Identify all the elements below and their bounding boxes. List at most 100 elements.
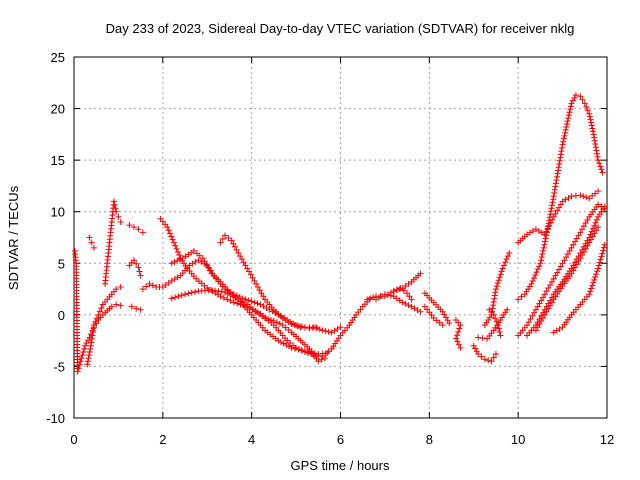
data-point-interp: [491, 292, 498, 299]
data-point: [182, 291, 189, 298]
data-point-interp: [168, 233, 175, 240]
data-point: [586, 239, 593, 246]
x-tick-label: 2: [159, 432, 166, 447]
data-point-interp: [598, 253, 605, 260]
data-point: [319, 327, 326, 334]
data-point-interp: [490, 302, 497, 309]
data-point-interp: [309, 324, 316, 331]
data-point-interp: [78, 355, 85, 362]
data-point: [524, 322, 531, 329]
data-point-interp: [538, 257, 545, 264]
data-point-interp: [553, 177, 560, 184]
data-point-interp: [594, 150, 601, 157]
data-point: [568, 270, 575, 277]
data-points: [71, 92, 608, 375]
data-point: [248, 298, 255, 305]
data-point-interp: [580, 223, 587, 230]
plot-frame: [73, 56, 608, 419]
data-point-interp: [454, 338, 461, 345]
data-point: [137, 306, 144, 313]
data-point-interp: [89, 332, 96, 339]
data-point-interp: [538, 318, 545, 325]
data-point-interp: [541, 241, 548, 248]
data-point-interp: [591, 230, 598, 237]
data-point-interp: [552, 272, 559, 279]
data-point-interp: [93, 315, 100, 322]
data-point-interp: [560, 135, 567, 142]
data-point-interp: [532, 272, 539, 279]
data-point-interp: [206, 267, 213, 274]
data-point: [217, 293, 224, 300]
data-point-interp: [598, 166, 605, 173]
data-point-interp: [495, 325, 502, 332]
data-point: [337, 324, 344, 331]
data-point-interp: [171, 258, 178, 265]
data-point-interp: [479, 335, 486, 342]
data-point-interp: [580, 193, 587, 200]
data-point-interp: [558, 148, 565, 155]
data-point: [74, 368, 81, 375]
data-point-interp: [173, 245, 180, 252]
x-axis-label: GPS time / hours: [291, 458, 390, 473]
data-point-interp: [518, 293, 525, 300]
data-point-interp: [88, 339, 95, 346]
data-point-interp: [593, 227, 600, 234]
data-point-interp: [595, 262, 602, 269]
data-point: [217, 239, 224, 246]
data-point-interp: [542, 235, 549, 242]
data-point: [577, 192, 584, 199]
data-point-interp: [493, 318, 500, 325]
data-point-interp: [588, 236, 595, 243]
data-point: [77, 358, 84, 365]
data-point: [170, 239, 177, 246]
data-point: [595, 157, 602, 164]
data-point-interp: [318, 356, 325, 363]
data-point: [90, 322, 97, 329]
data-point-interp: [79, 352, 86, 359]
data-point-interp: [565, 112, 572, 119]
data-point: [135, 226, 142, 233]
y-tick-label: 15: [51, 153, 65, 168]
data-point: [139, 229, 146, 236]
data-point: [306, 325, 313, 332]
data-point: [577, 255, 584, 262]
data-point: [110, 198, 117, 205]
data-point: [87, 342, 94, 349]
data-point: [586, 291, 593, 298]
data-point-interp: [539, 251, 546, 258]
data-point-interp: [502, 259, 509, 266]
data-point-interp: [313, 325, 320, 332]
data-point-interp: [525, 319, 532, 326]
data-point: [577, 229, 584, 236]
data-point-interp: [149, 282, 156, 289]
data-point-interp: [597, 256, 604, 263]
data-point-interp: [245, 297, 252, 304]
y-tick-label: 20: [51, 102, 65, 117]
data-point-interp: [589, 125, 596, 132]
data-point-interp: [534, 303, 541, 310]
data-point-interp: [582, 245, 589, 252]
data-point-interp: [283, 341, 290, 348]
data-point-interp: [587, 288, 594, 295]
data-point-interp: [500, 262, 507, 269]
data-point-interp: [547, 281, 554, 288]
data-point-interp: [396, 286, 403, 293]
data-point-interp: [291, 322, 298, 329]
data-point-interp: [85, 337, 92, 344]
data-point-interp: [551, 186, 558, 193]
data-point-interp: [570, 267, 577, 274]
data-point-interp: [227, 297, 234, 304]
data-point-interp: [295, 346, 302, 353]
data-point-interp: [591, 137, 598, 144]
data-point-interp: [572, 238, 579, 245]
data-point-interp: [89, 329, 96, 336]
data-point-interp: [557, 201, 564, 208]
data-point-interp: [232, 294, 239, 301]
data-point: [228, 237, 235, 244]
data-point: [595, 188, 602, 195]
data-point-interp: [548, 205, 555, 212]
data-point-interp: [559, 144, 566, 151]
data-point: [275, 337, 282, 344]
data-point-interp: [92, 318, 99, 325]
data-point-interp: [225, 235, 232, 242]
